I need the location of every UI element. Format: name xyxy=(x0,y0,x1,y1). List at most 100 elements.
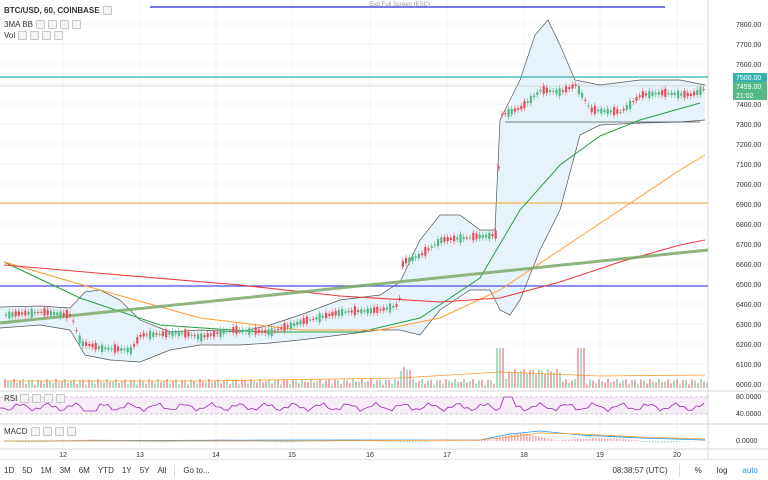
symbol-legend[interactable]: BTC/USD, 60, COINBASE xyxy=(4,6,112,15)
price-tick-label: 7000.00 xyxy=(736,182,761,189)
macd-histogram-bar xyxy=(301,441,303,442)
macd-histogram-bar xyxy=(649,441,651,443)
volume-bar xyxy=(481,379,483,388)
auto-toggle[interactable]: auto xyxy=(742,466,758,475)
price-tick-label: 7800.00 xyxy=(736,22,761,29)
macd-tick-label: 0.0000 xyxy=(736,438,758,445)
settings-icon[interactable] xyxy=(32,394,42,403)
candle-body xyxy=(293,323,296,326)
candle-body xyxy=(635,96,638,101)
bb-legend[interactable]: 3MA BB xyxy=(4,20,81,29)
candle-body xyxy=(677,90,680,99)
volume-bar xyxy=(496,348,498,388)
more-icon[interactable] xyxy=(56,394,66,403)
visibility-icon[interactable] xyxy=(20,394,30,403)
volume-bar xyxy=(367,381,369,388)
volume-bar xyxy=(379,379,381,388)
volume-bar xyxy=(418,381,420,388)
macd-histogram-bar xyxy=(43,441,45,443)
close-icon[interactable] xyxy=(44,394,54,403)
range-6m-button[interactable]: 6M xyxy=(78,466,90,475)
more-icon[interactable] xyxy=(66,427,76,436)
candle-body xyxy=(197,334,200,340)
candle-body xyxy=(670,92,673,95)
range-1y-button[interactable]: 1Y xyxy=(121,466,132,475)
volume-bar xyxy=(82,379,84,388)
range-all-button[interactable]: All xyxy=(157,466,167,475)
price-tick-label: 6400.00 xyxy=(736,302,761,309)
price-tick-label: 7700.00 xyxy=(736,42,761,49)
macd-histogram-bar xyxy=(403,441,405,443)
candle-body xyxy=(424,246,427,256)
candle-body xyxy=(577,86,580,95)
candle-body xyxy=(344,311,347,313)
volume-bar xyxy=(355,381,357,388)
macd-legend[interactable]: MACD xyxy=(4,427,76,436)
settings-icon[interactable] xyxy=(30,31,40,40)
volume-bar xyxy=(169,383,171,388)
close-icon[interactable] xyxy=(42,31,52,40)
candle-body xyxy=(373,307,376,313)
macd-histogram-bar xyxy=(40,441,42,443)
candle-body xyxy=(213,330,216,337)
macd-histogram-bar xyxy=(619,438,621,441)
percent-toggle[interactable]: % xyxy=(694,466,702,475)
candle-body xyxy=(161,331,164,337)
more-icon[interactable] xyxy=(54,31,64,40)
volume-bar xyxy=(538,369,540,388)
volume-bar xyxy=(514,369,516,388)
volume-bar xyxy=(343,379,345,388)
rsi-legend[interactable]: RSI xyxy=(4,394,66,403)
macd-histogram-bar xyxy=(37,441,39,443)
range-3m-button[interactable]: 3M xyxy=(59,466,71,475)
candle-body xyxy=(360,309,363,314)
visibility-icon[interactable] xyxy=(18,31,28,40)
chart-background xyxy=(0,0,708,459)
macd-histogram-bar xyxy=(16,441,18,443)
settings-icon[interactable] xyxy=(42,427,52,436)
go-to-button[interactable]: Go to... xyxy=(183,466,210,475)
more-icon[interactable] xyxy=(71,20,81,29)
range-1m-button[interactable]: 1M xyxy=(40,466,52,475)
macd-histogram-bar xyxy=(409,441,411,443)
macd-histogram-bar xyxy=(580,439,582,441)
visibility-icon[interactable] xyxy=(30,427,40,436)
candle-body xyxy=(401,260,404,267)
candle-body xyxy=(568,87,571,89)
close-icon[interactable] xyxy=(59,20,69,29)
candle-body xyxy=(350,310,353,313)
macd-histogram-bar xyxy=(418,441,420,443)
range-ytd-button[interactable]: YTD xyxy=(97,466,114,475)
macd-histogram-bar xyxy=(91,439,93,441)
candle-body xyxy=(229,329,232,332)
volume-bar xyxy=(541,370,543,388)
hide-icon[interactable] xyxy=(102,6,112,15)
volume-bar xyxy=(457,381,459,388)
volume-bar xyxy=(298,383,300,388)
candle-body xyxy=(552,90,555,92)
candle-body xyxy=(177,330,180,336)
volume-bar xyxy=(358,382,360,388)
visibility-icon[interactable] xyxy=(35,20,45,29)
volume-bar xyxy=(151,381,153,388)
settings-icon[interactable] xyxy=(47,20,57,29)
log-toggle[interactable]: log xyxy=(716,466,728,475)
candle-body xyxy=(46,309,49,315)
volume-bar xyxy=(406,369,408,388)
volume-bar xyxy=(16,382,18,388)
volume-bar xyxy=(484,384,486,388)
vol-legend[interactable]: Vol xyxy=(4,31,64,40)
macd-histogram-bar xyxy=(394,441,396,443)
range-5d-button[interactable]: 5D xyxy=(22,466,33,475)
price-tick-label: 7100.00 xyxy=(736,162,761,169)
close-icon[interactable] xyxy=(54,427,64,436)
volume-bar xyxy=(364,382,366,388)
volume-bar xyxy=(670,383,672,388)
macd-histogram-bar xyxy=(283,441,285,443)
range-5y-button[interactable]: 5Y xyxy=(139,466,150,475)
candle-body xyxy=(481,234,484,238)
range-1d-button[interactable]: 1D xyxy=(4,466,15,475)
macd-histogram-bar xyxy=(172,441,174,443)
candle-body xyxy=(472,232,475,241)
